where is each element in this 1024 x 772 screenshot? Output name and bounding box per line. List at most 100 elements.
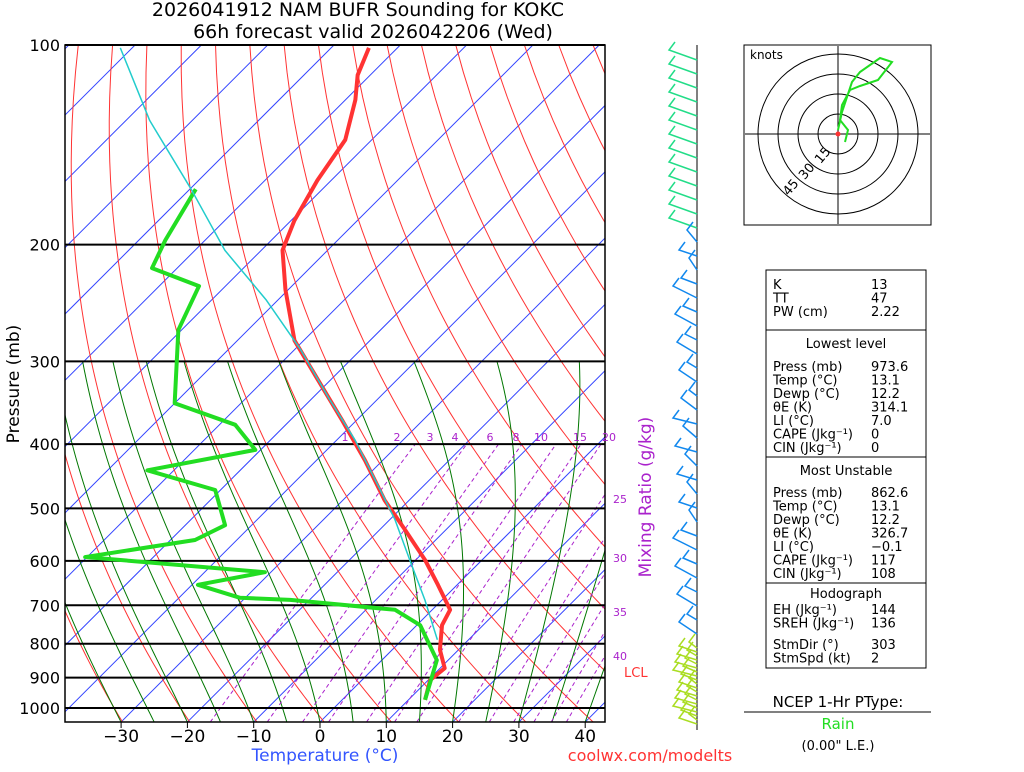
plot-frame: [64, 44, 606, 723]
isotherm-line: [65, 45, 401, 382]
wind-barb: [675, 585, 698, 607]
wind-barb: [681, 417, 698, 439]
wind-barb: [685, 353, 698, 369]
pressure-tick-label: 1000: [19, 699, 60, 718]
wind-barb: [671, 409, 698, 425]
index-label: TT: [772, 292, 789, 307]
wind-barb: [675, 333, 698, 355]
wind-barb: [673, 689, 698, 705]
wind-barb: [686, 473, 698, 495]
mixing-ratio-tick-label: 4: [452, 431, 459, 444]
ptype-value: Rain: [822, 715, 855, 733]
unstable-label: CIN (Jkg⁻¹): [773, 567, 842, 582]
dry-adiabat: [70, 45, 258, 722]
wind-barb: [679, 389, 698, 411]
wind-barb: [671, 661, 698, 677]
dry-adiabat: [352, 45, 605, 548]
pressure-tick-label: 200: [29, 236, 60, 255]
pressure-tick-label: 900: [29, 669, 60, 688]
wind-barb: [684, 445, 698, 467]
wind-barb: [667, 167, 698, 187]
isotherm-line: [120, 237, 605, 722]
lowest-label: CAPE (Jkg⁻¹): [773, 428, 853, 443]
mixing-ratio-label: Mixing Ratio (g/kg): [636, 417, 656, 578]
isotherm-line: [186, 303, 605, 722]
x-axis-label: Temperature (°C): [251, 746, 399, 766]
wind-barb: [667, 55, 698, 75]
isotherm-line: [452, 568, 605, 722]
hodograph-stat-value: 144: [871, 603, 896, 618]
lowest-label: Dewp (°C): [773, 387, 840, 402]
mixing-ratio-line: [513, 572, 605, 722]
ptype-amount: (0.00" L.E.): [802, 739, 875, 754]
dry-adiabat: [283, 45, 605, 672]
wind-barb: [681, 297, 698, 313]
wind-barb: [687, 633, 698, 649]
dewpoint-trace: [83, 188, 439, 701]
lcl-label: LCL: [624, 666, 648, 681]
hodograph-units: knots: [750, 48, 783, 62]
traces: [83, 47, 453, 701]
wind-barb: [667, 195, 698, 215]
wind-barb: [681, 693, 698, 709]
moist-adiabat: [145, 361, 288, 722]
wind-barb: [671, 697, 698, 713]
isotherm-line: [65, 45, 600, 580]
isotherm-line: [65, 45, 269, 249]
mixing-ratio-line: [488, 536, 605, 722]
dry-adiabat: [108, 45, 325, 722]
index-value: 13: [871, 278, 888, 293]
mixing-ratio-tick-label: 8: [513, 431, 520, 444]
credit-link[interactable]: coolwx.com/modelts: [568, 746, 732, 765]
isotherm-line: [65, 104, 605, 647]
isotherm-line: [65, 171, 605, 713]
moist-adiabat: [485, 361, 516, 722]
mixing-ratio-line: [209, 443, 416, 722]
lowest-label: Press (mb): [773, 360, 842, 375]
temperature-tick-label: 30: [508, 727, 530, 747]
index-label: PW (cm): [773, 305, 828, 320]
wind-barb: [686, 221, 698, 243]
temperature-tick-label: 0: [315, 727, 326, 747]
mixing-ratio-line: [266, 443, 468, 722]
background-lines: [65, 45, 605, 722]
unstable-value: 326.7: [871, 527, 908, 542]
temperature-tick-label: 10: [375, 727, 397, 747]
wind-barb: [683, 685, 698, 701]
hodograph-stat-value: 303: [871, 638, 896, 653]
moist-adiabat: [584, 664, 605, 722]
unstable-label: θE (K): [773, 527, 812, 542]
wind-barb: [675, 645, 698, 661]
wind-barb: [681, 549, 698, 565]
lowest-value: 0: [871, 441, 879, 456]
hodograph-stat-label: EH (Jkg⁻¹): [773, 603, 837, 618]
lowest-value: 0: [871, 428, 879, 443]
lowest-label: CIN (Jkg⁻¹): [773, 441, 842, 456]
lowest-value: 13.1: [871, 374, 900, 389]
dry-adiabat: [317, 45, 605, 610]
unstable-label: Temp (°C): [772, 500, 838, 515]
wind-barb: [679, 665, 698, 681]
pressure-tick-label: 600: [29, 552, 60, 571]
pressure-tick-label: 400: [29, 435, 60, 454]
dry-adiabat: [180, 45, 460, 722]
temperature-tick-label: 40: [574, 727, 596, 747]
wind-barb: [673, 653, 698, 669]
pressure-tick-label: 300: [29, 352, 60, 371]
temperature-tick-label: −10: [236, 727, 272, 747]
wind-barb: [677, 493, 698, 509]
wind-barb: [685, 605, 698, 621]
indices-frame: [765, 269, 927, 669]
moist-adiabat: [65, 412, 188, 722]
mixing-ratio-tick-label: 35: [613, 606, 627, 619]
mixing-ratio-line: [458, 493, 605, 722]
wind-barb: [675, 465, 698, 481]
moist-adiabat: [227, 361, 354, 722]
wind-barb: [677, 613, 698, 635]
dry-adiabat: [65, 609, 123, 722]
mixing-ratio-tick-label: 15: [573, 431, 587, 444]
wind-barb: [667, 41, 698, 61]
undefined-title: Most Unstable: [800, 464, 893, 479]
